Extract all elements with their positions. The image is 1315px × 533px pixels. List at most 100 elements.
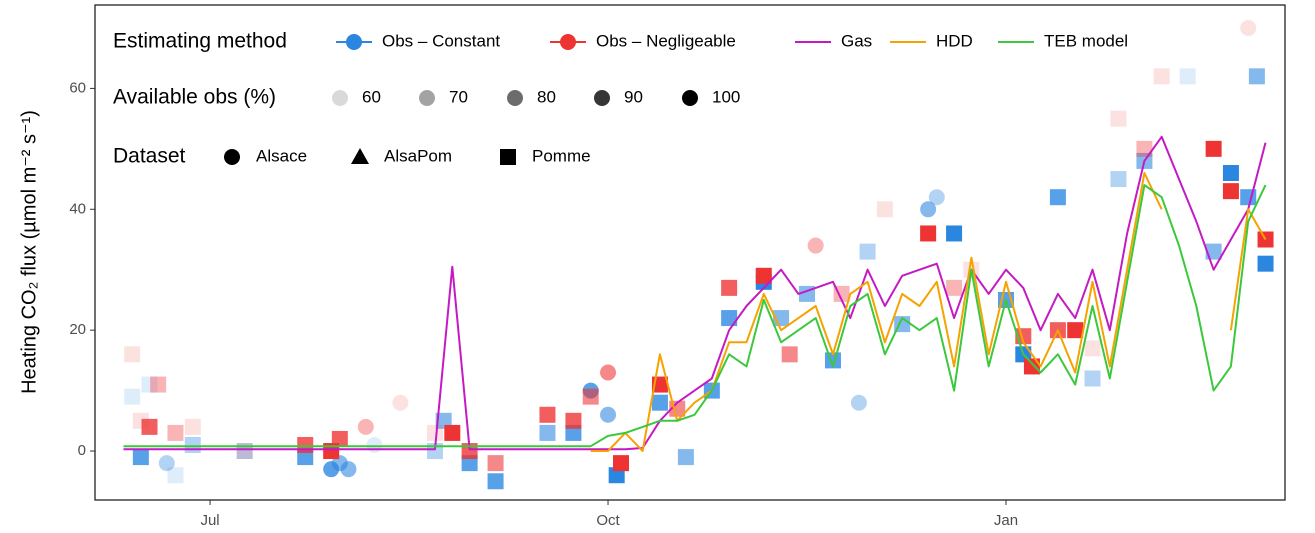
legend-title: Estimating method	[113, 30, 287, 53]
point	[850, 394, 867, 411]
point	[565, 424, 582, 441]
point	[444, 424, 461, 441]
point	[859, 243, 876, 260]
point	[1067, 322, 1084, 339]
point	[1257, 231, 1274, 248]
point	[946, 225, 963, 242]
legend-key-point	[594, 90, 610, 106]
x-tick-label: Jan	[994, 512, 1018, 529]
point	[807, 237, 824, 254]
legend-key-shape	[224, 149, 240, 165]
point	[928, 189, 945, 206]
point	[1049, 189, 1066, 206]
point	[1205, 140, 1222, 157]
y-tick-label: 40	[69, 200, 86, 217]
point	[297, 449, 314, 466]
point	[297, 437, 314, 453]
point	[613, 455, 630, 472]
point	[1084, 340, 1101, 357]
point	[158, 455, 175, 472]
y-axis-label: Heating CO₂ flux (µmol m⁻² s⁻¹)	[18, 110, 40, 394]
point	[141, 418, 158, 435]
legend-label: Gas	[841, 31, 872, 50]
point	[1153, 68, 1170, 85]
point	[1110, 171, 1127, 188]
point	[755, 267, 772, 284]
point	[876, 201, 893, 218]
legend-label: AlsaPom	[384, 146, 452, 165]
y-tick-label: 0	[78, 442, 86, 459]
point	[487, 455, 504, 472]
point	[539, 406, 556, 423]
legend-key-point	[560, 34, 576, 50]
point	[1205, 243, 1222, 260]
point	[721, 279, 738, 296]
legend-label: Obs – Constant	[382, 31, 500, 50]
point	[608, 467, 625, 484]
point	[1110, 110, 1127, 127]
y-tick-label: 20	[69, 321, 86, 338]
point	[721, 310, 738, 327]
point	[920, 225, 937, 242]
point	[1240, 19, 1257, 36]
point	[781, 346, 798, 363]
line	[590, 172, 1267, 452]
point	[1179, 68, 1196, 85]
x-tick-label: Jul	[200, 512, 219, 529]
point	[331, 430, 348, 447]
legend-key-point	[332, 90, 348, 106]
legend-key-point	[507, 90, 523, 106]
point	[150, 376, 167, 393]
legend-title: Available obs (%)	[113, 86, 276, 109]
point	[565, 412, 582, 429]
point	[435, 412, 452, 429]
plot-background	[95, 5, 1285, 500]
point	[539, 424, 556, 441]
point	[167, 424, 184, 441]
point	[184, 418, 201, 435]
point	[357, 418, 374, 435]
legend-label: 100	[712, 87, 740, 106]
point	[1023, 358, 1040, 375]
line	[123, 184, 1267, 448]
point	[946, 279, 963, 296]
legend-label: 80	[537, 87, 556, 106]
legend-label: 70	[449, 87, 468, 106]
point	[600, 364, 617, 381]
point	[340, 461, 357, 478]
point	[1136, 140, 1153, 157]
legend-label: TEB model	[1044, 31, 1128, 50]
point	[124, 388, 141, 405]
point	[582, 388, 599, 405]
legend-key-shape	[500, 149, 516, 165]
point	[366, 437, 383, 453]
point	[1222, 183, 1239, 200]
point	[167, 467, 184, 484]
legend-key-shape	[351, 148, 369, 164]
y-tick-label: 60	[69, 79, 86, 96]
point	[1248, 68, 1265, 85]
legend-label: Obs – Negligeable	[596, 31, 736, 50]
x-tick-label: Oct	[596, 512, 620, 529]
line	[123, 135, 1267, 451]
point	[1257, 255, 1274, 272]
point	[392, 394, 409, 411]
point	[600, 406, 617, 423]
plot-border	[94, 4, 1286, 501]
point	[132, 449, 149, 466]
point	[677, 449, 694, 466]
legend-title: Dataset	[113, 145, 186, 168]
legend-key-point	[419, 90, 435, 106]
legend-label: 90	[624, 87, 643, 106]
legend-key-point	[346, 34, 362, 50]
legend-label: 60	[362, 87, 381, 106]
legend-label: Alsace	[256, 146, 307, 165]
point	[920, 201, 937, 218]
point	[141, 376, 158, 393]
point	[461, 455, 478, 472]
point	[1222, 165, 1239, 182]
point	[184, 437, 201, 453]
point	[487, 473, 504, 490]
point	[1084, 370, 1101, 387]
